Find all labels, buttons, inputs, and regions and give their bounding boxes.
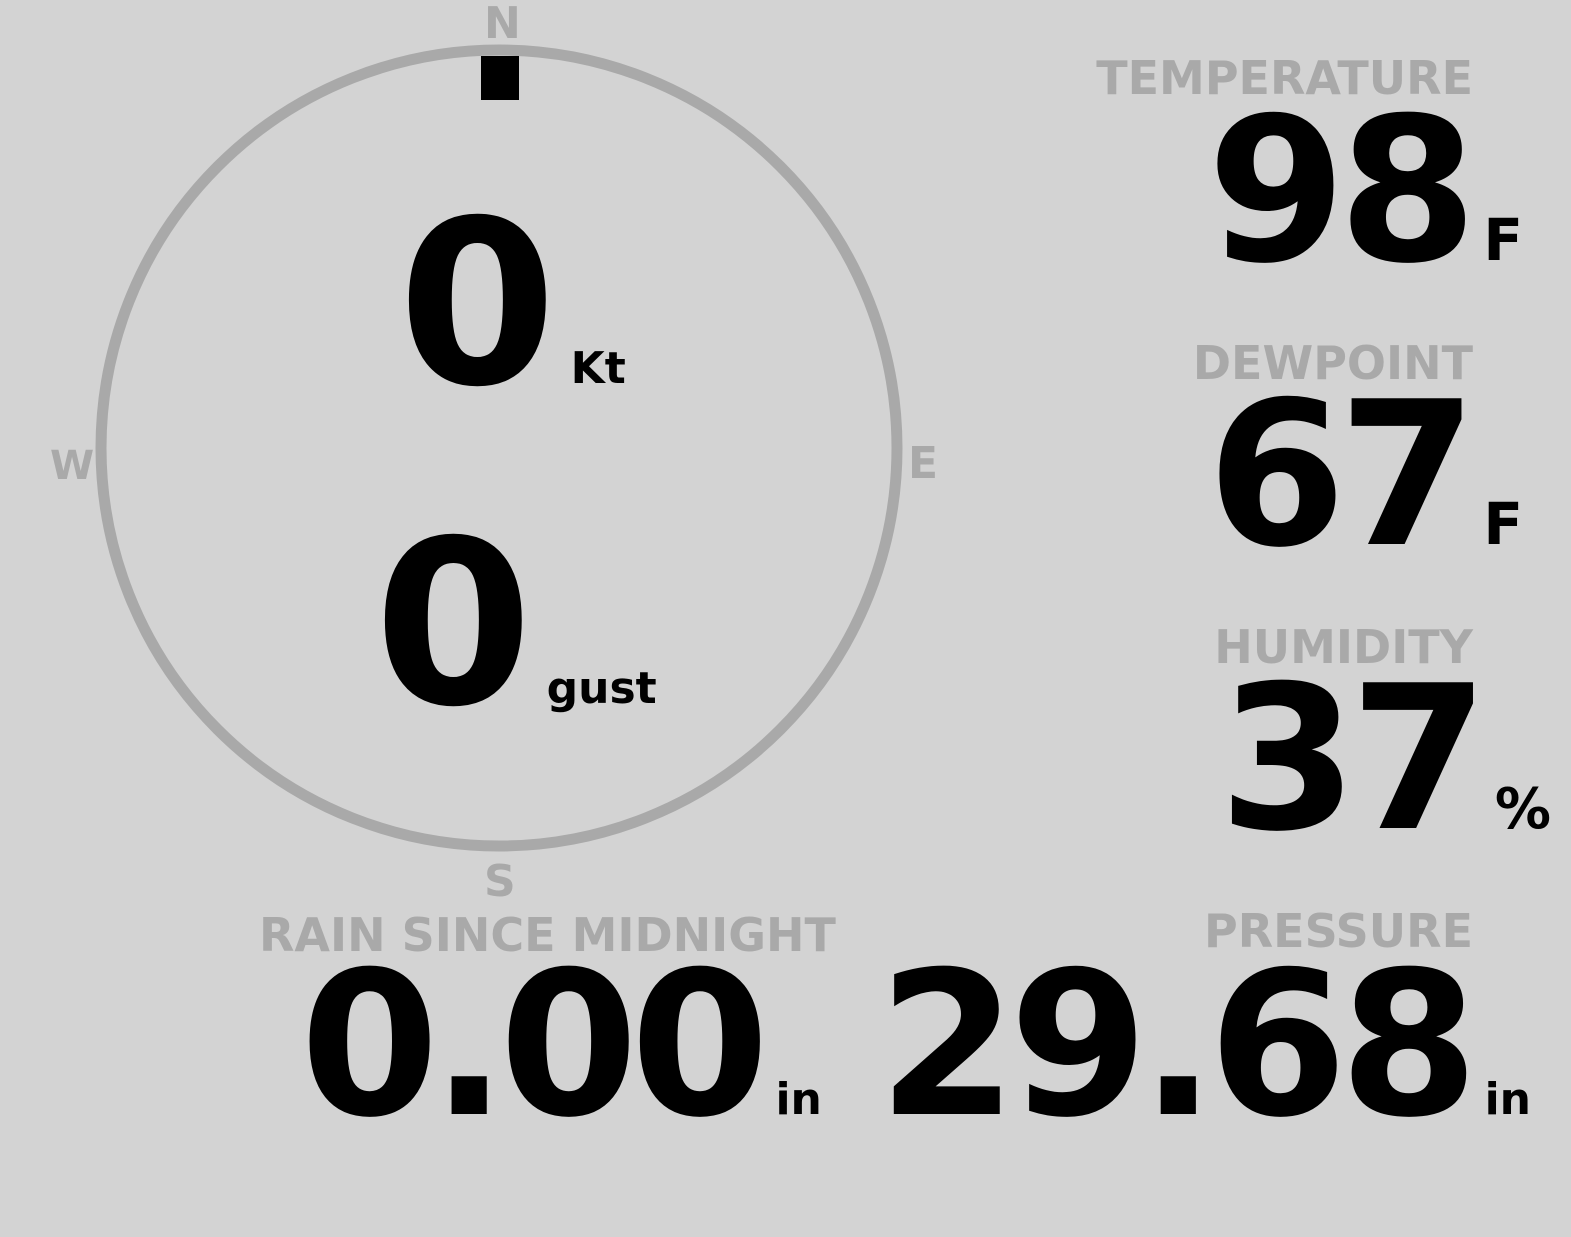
pressure-unit: in: [1484, 1074, 1531, 1125]
compass-ring: [95, 44, 903, 852]
humidity-value: 37: [1218, 643, 1489, 876]
wind-gust-row: 0 gust: [374, 510, 657, 738]
rain-row: 0.00 in: [300, 946, 822, 1146]
rain-unit: in: [775, 1074, 822, 1125]
temperature-value: 98: [1207, 75, 1477, 308]
wind-gust-unit: gust: [546, 663, 657, 714]
dewpoint-unit: F: [1483, 490, 1523, 558]
wind-gust-value: 0: [374, 491, 533, 757]
dewpoint-row: 67 F: [1207, 376, 1523, 576]
dewpoint-value: 67: [1207, 359, 1477, 592]
compass-west-label: W: [50, 443, 95, 489]
wind-direction-marker: [481, 56, 519, 100]
humidity-row: 37 %: [1219, 660, 1551, 860]
pressure-value: 29.68: [877, 929, 1479, 1162]
wind-speed-value: 0: [398, 171, 557, 437]
temperature-label: TEMPERATURE: [1096, 51, 1473, 105]
compass-south-label: S: [484, 856, 516, 907]
compass-north-label: N: [484, 0, 521, 49]
compass-circle: [95, 44, 903, 852]
wind-speed-unit: Kt: [570, 343, 626, 394]
temperature-unit: F: [1483, 206, 1523, 274]
pressure-row: 29.68 in: [878, 946, 1531, 1146]
temperature-row: 98 F: [1207, 92, 1523, 292]
pressure-label: PRESSURE: [1204, 904, 1473, 958]
humidity-unit: %: [1494, 777, 1551, 842]
rain-value: 0.00: [300, 929, 769, 1162]
compass-east-label: E: [908, 438, 939, 489]
rain-label: RAIN SINCE MIDNIGHT: [259, 908, 836, 962]
wind-speed-row: 0 Kt: [398, 190, 626, 418]
humidity-label: HUMIDITY: [1214, 620, 1473, 674]
dewpoint-label: DEWPOINT: [1192, 336, 1473, 390]
